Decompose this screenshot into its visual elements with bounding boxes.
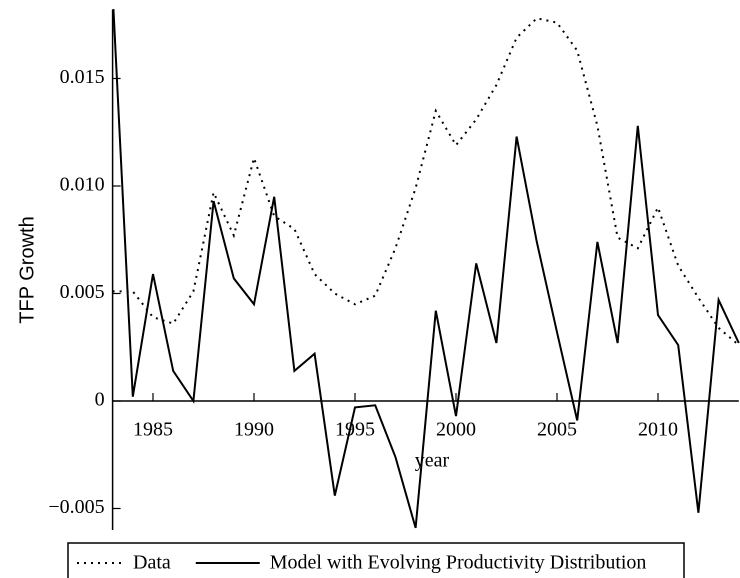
legend-label: Data [133, 552, 171, 574]
x-tick-label: 2000 [436, 419, 476, 441]
series-line [112, 17, 740, 346]
x-tick-label: 2010 [638, 419, 678, 441]
x-tick-label: 1985 [133, 419, 173, 441]
x-tick-label: 1990 [234, 419, 274, 441]
series-line [112, 9, 740, 529]
x-axis-label: year [415, 450, 450, 472]
y-tick-label: 0.005 [60, 281, 105, 303]
y-tick-label: 0.015 [60, 66, 105, 88]
legend-label: Model with Evolving Productivity Distrib… [270, 552, 647, 574]
legend-box [67, 542, 685, 578]
x-tick-label: 2005 [537, 419, 577, 441]
x-tick-label: 1995 [335, 419, 375, 441]
plot-area [112, 9, 740, 529]
y-tick-label: 0 [95, 389, 105, 411]
y-tick-label: 0.010 [60, 174, 105, 196]
y-axis-label: TFP Growth [16, 216, 38, 323]
y-tick-label: −0.005 [48, 496, 104, 518]
